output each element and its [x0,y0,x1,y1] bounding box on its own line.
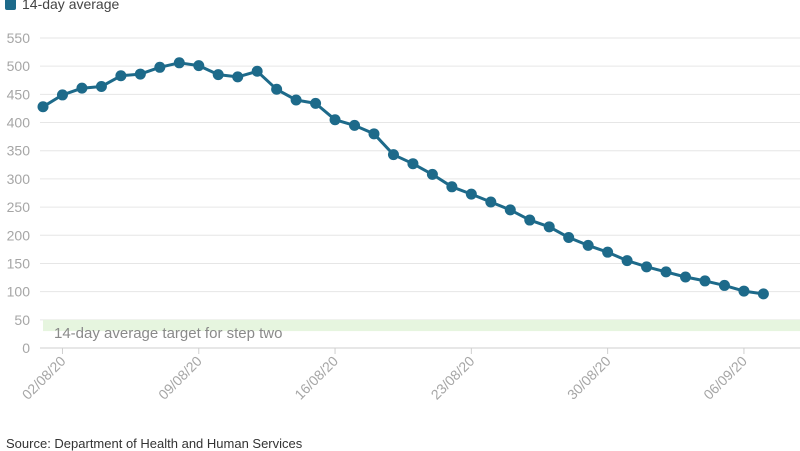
y-tick-label: 350 [7,143,31,159]
y-tick-label: 0 [22,340,30,356]
x-tick-label: 09/08/20 [155,353,205,403]
data-point [212,69,224,81]
series-14-day-average [37,57,769,300]
data-point [426,168,438,180]
gridlines [40,37,800,349]
data-point [602,246,614,258]
data-point [368,128,380,140]
data-point [193,60,205,72]
source-note: Source: Department of Health and Human S… [6,436,303,451]
data-point [582,239,594,251]
data-point [37,101,49,113]
data-point [134,68,146,80]
data-point [329,114,341,126]
data-point [95,80,107,92]
y-tick-label: 450 [7,86,31,102]
data-point [232,71,244,83]
y-tick-label: 50 [14,312,30,328]
y-tick-label: 550 [7,30,31,46]
y-tick-label: 250 [7,199,31,215]
data-point [757,288,769,300]
target-band-label: 14-day average target for step two [54,325,282,342]
y-tick-label: 150 [7,255,31,271]
x-tick-label: 02/08/20 [19,353,69,403]
data-point [173,57,185,69]
data-point [563,232,575,244]
data-point [310,97,322,109]
x-tick-label: 06/09/20 [700,353,750,403]
data-point [387,149,399,161]
y-tick-label: 400 [7,115,31,131]
data-point [621,255,633,267]
y-tick-label: 200 [7,227,31,243]
data-point [251,65,263,77]
data-point [543,221,555,233]
data-point [504,204,516,216]
data-point [699,275,711,287]
legend-label: 14-day average [22,0,120,12]
legend: 14-day average [5,0,120,12]
data-point [446,181,458,193]
x-tick-label: 23/08/20 [428,353,478,403]
data-point [56,89,68,101]
data-point [349,119,361,131]
data-point [718,279,730,291]
data-point [680,271,692,283]
series-line [42,61,764,296]
data-point [76,82,88,94]
data-point [524,214,536,226]
data-point [115,70,127,82]
target-band: 14-day average target for step two [43,319,800,342]
y-tick-label: 100 [7,284,31,300]
data-point [738,285,750,297]
data-point [485,196,497,208]
data-point [154,61,166,73]
x-tick-label: 30/08/20 [564,353,614,403]
x-tick-label: 16/08/20 [291,353,341,403]
data-point [407,158,419,170]
data-point [271,83,283,95]
y-tick-label: 300 [7,171,31,187]
data-point [660,266,672,278]
data-point [465,188,477,200]
target-band-area [43,319,800,332]
data-point [641,261,653,273]
axes: 0 50 100 150 200 250 300 350 400 450 500 550 02/08/2… [7,30,800,403]
y-tick-label: 500 [7,58,31,74]
legend-swatch [5,0,16,10]
data-point [290,94,302,106]
